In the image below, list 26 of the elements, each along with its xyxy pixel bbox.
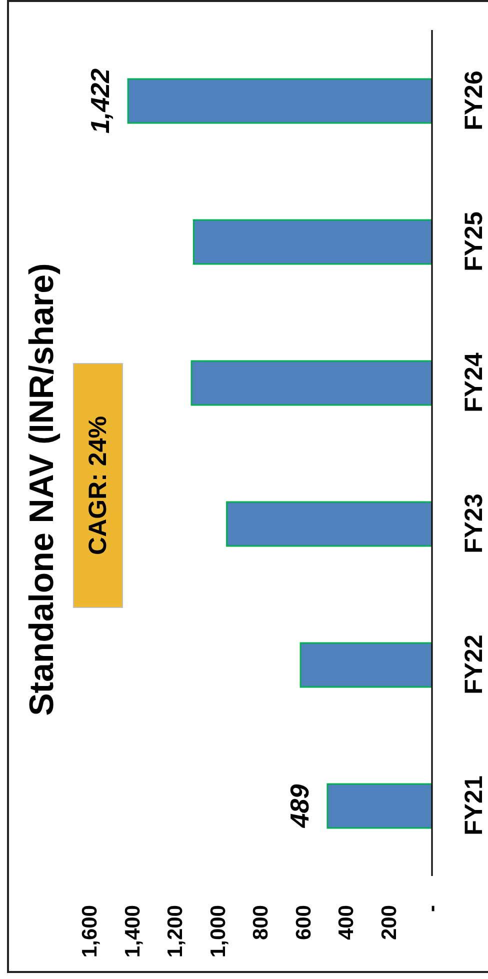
x-tick-label: - [420,905,444,912]
x-tick-label: 400 [335,905,358,940]
x-tick-label: 800 [250,905,272,940]
y-tick-label: FY24 [460,352,488,412]
x-tick-label: 200 [378,905,401,940]
y-tick-label: FY23 [460,494,488,554]
y-tick-label: FY22 [460,634,488,694]
bar [192,219,432,265]
bar [226,501,432,547]
bar [300,642,432,688]
x-tick-label: 1,600 [78,905,102,958]
x-tick-label: 600 [292,905,316,940]
x-tick-label: 1,000 [206,905,230,958]
note-box: CAGR: 24% [73,363,123,608]
y-tick-label: FY26 [460,70,488,130]
bar [326,783,432,829]
data-label: 1,422 [85,68,116,134]
bar [127,78,432,124]
text: Standalone NAV (INR/share) [23,263,61,716]
annotation: CAGR: 24% [84,416,112,555]
x-tick-label: 1,400 [121,905,144,958]
bar [190,360,432,406]
y-tick-label: FY25 [460,212,488,272]
y-tick-label: FY21 [460,776,488,836]
x-tick-label: 1,200 [164,905,187,958]
data-label: 489 [284,784,314,829]
